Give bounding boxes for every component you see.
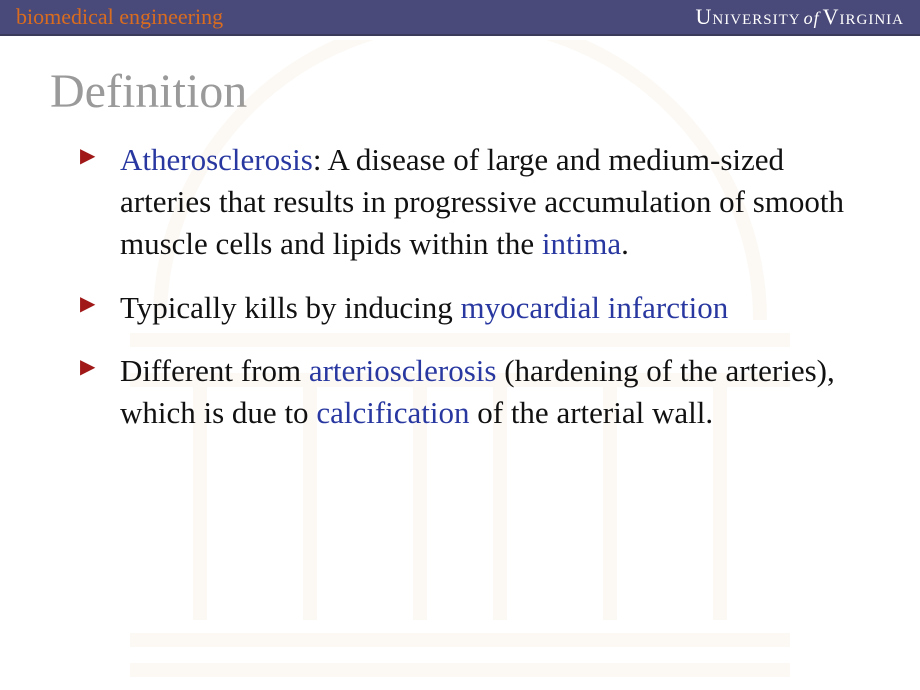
header-bar: biomedical engineering University of Vir… xyxy=(0,0,920,36)
body-text: Different from xyxy=(120,353,309,388)
bullet-item: Typically kills by inducing myocardial i… xyxy=(80,287,860,329)
university-word-1: University xyxy=(696,4,801,30)
bullet-item: Different from arteriosclerosis (hardeni… xyxy=(80,350,860,434)
body-text: Typically kills by inducing xyxy=(120,290,461,325)
university-of: of xyxy=(804,8,820,29)
university-word-2: Virginia xyxy=(823,4,904,30)
highlight-term: calcification xyxy=(316,395,469,430)
highlight-term: myocardial infarction xyxy=(461,290,729,325)
highlight-term: intima xyxy=(542,226,621,261)
bullet-list: Atherosclerosis: A disease of large and … xyxy=(0,139,920,434)
highlight-term: arteriosclerosis xyxy=(309,353,497,388)
body-text: of the arterial wall. xyxy=(470,395,714,430)
department-label: biomedical engineering xyxy=(16,4,223,30)
body-text: . xyxy=(621,226,629,261)
university-logo: University of Virginia xyxy=(696,4,904,30)
bullet-item: Atherosclerosis: A disease of large and … xyxy=(80,139,860,265)
highlight-term: Atherosclerosis xyxy=(120,142,313,177)
slide-title: Definition xyxy=(0,36,920,139)
